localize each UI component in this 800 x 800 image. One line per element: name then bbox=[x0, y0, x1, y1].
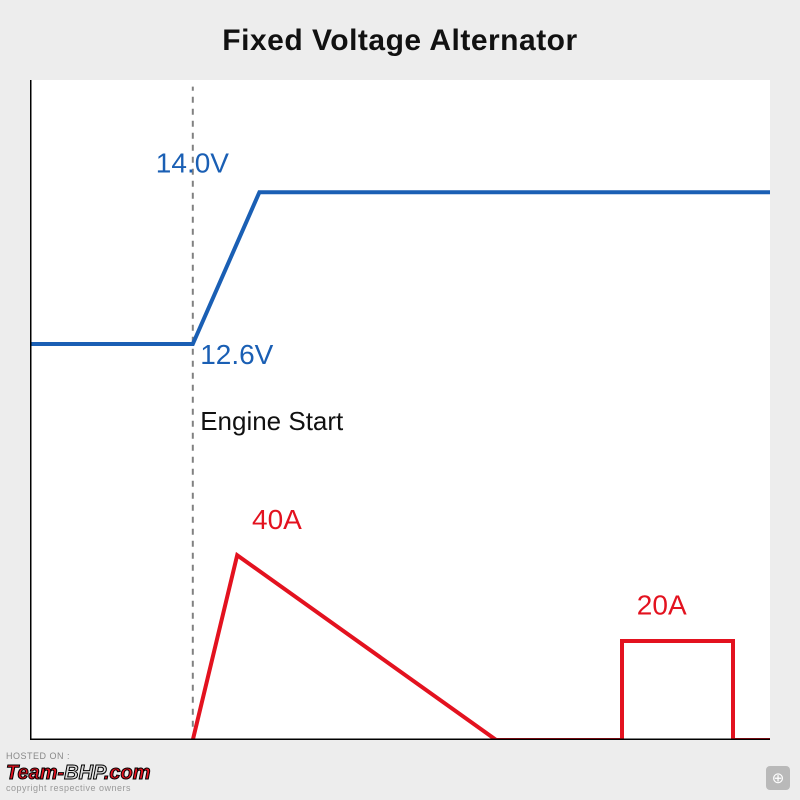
chart-label-4: 20A bbox=[637, 590, 687, 621]
plot-area: 14.0V 12.6V Engine Start 40A 20A bbox=[30, 80, 770, 740]
watermark-hosted: HOSTED ON : bbox=[6, 752, 151, 762]
zoom-icon-glyph: ⊕ bbox=[772, 769, 785, 787]
voltage-line bbox=[30, 192, 770, 344]
current-line bbox=[193, 555, 770, 740]
chart-title: Fixed Voltage Alternator bbox=[0, 24, 800, 58]
watermark-brand-b: BHP bbox=[64, 762, 104, 784]
watermark-brand: Team-BHP.com bbox=[6, 762, 151, 784]
chart-label-1: 12.6V bbox=[200, 339, 273, 370]
chart-svg: 14.0V 12.6V Engine Start 40A 20A bbox=[30, 80, 770, 740]
zoom-icon[interactable]: ⊕ bbox=[766, 766, 790, 790]
page-root: Fixed Voltage Alternator 14.0V 12.6V Engin… bbox=[0, 0, 800, 800]
watermark-brand-a: Team- bbox=[6, 762, 64, 784]
chart-label-0: 14.0V bbox=[156, 147, 229, 178]
chart-label-2: Engine Start bbox=[200, 406, 344, 436]
chart-label-3: 40A bbox=[252, 504, 302, 535]
watermark-brand-c: .com bbox=[104, 762, 151, 784]
watermark-sub: copyright respective owners bbox=[6, 784, 151, 794]
watermark: HOSTED ON : Team-BHP.com copyright respe… bbox=[6, 752, 151, 794]
